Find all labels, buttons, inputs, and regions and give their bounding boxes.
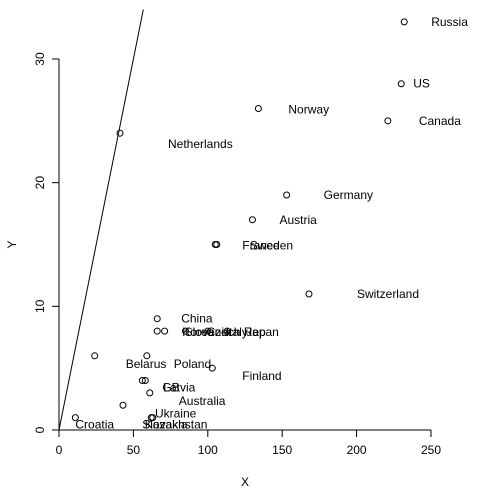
point-label: Switzerland (357, 287, 419, 301)
point-label: Russia (431, 15, 468, 29)
y-axis-ticks: 0 10 20 30 (33, 52, 59, 433)
data-point (208, 364, 216, 372)
point-label: Netherlands (168, 137, 233, 151)
y-tick-label: 20 (33, 176, 47, 190)
x-tick-label: 150 (272, 443, 292, 457)
data-point (397, 80, 405, 88)
data-point (400, 18, 408, 26)
point-label: Croatia (75, 418, 114, 432)
data-point (153, 327, 161, 335)
x-axis-ticks: 0 50 100 150 200 250 (56, 430, 441, 457)
point-label: Australia (179, 394, 226, 408)
point-label: Sweden (250, 239, 293, 253)
data-point (91, 352, 99, 360)
point-label: Italy (226, 325, 248, 339)
point-label: Poland (174, 357, 211, 371)
data-point (384, 117, 392, 125)
point-label: Canada (419, 114, 461, 128)
point-label: Finland (242, 369, 281, 383)
point-label: Czech Rep (206, 325, 266, 339)
x-axis-title: X (241, 475, 249, 489)
data-point (71, 414, 79, 422)
x-tick-label: 50 (127, 443, 141, 457)
data-point (161, 327, 169, 335)
point-label: France (242, 239, 280, 253)
x-tick-label: 100 (198, 443, 218, 457)
x-tick-label: 200 (347, 443, 367, 457)
y-tick-label: 0 (33, 426, 47, 433)
data-point (213, 241, 221, 248)
data-point (283, 191, 291, 199)
point-label: Norway (288, 102, 329, 116)
data-point (181, 327, 189, 335)
y-tick-label: 10 (33, 299, 47, 313)
data-point (119, 401, 127, 409)
y-tick-label: 30 (33, 52, 47, 66)
points-layer (71, 18, 408, 422)
data-point (149, 414, 157, 422)
point-label: GB (162, 381, 179, 395)
point-label: Kazakhstan (145, 418, 208, 432)
data-point (141, 377, 149, 385)
point-label: Korea (182, 325, 214, 339)
point-labels-layer: Russia US Canada Norway Netherlands Germany Au… (75, 15, 468, 432)
point-label: Latvia (163, 381, 195, 395)
point-label: Austria (279, 213, 317, 227)
data-point (223, 327, 231, 335)
point-label: Japan (246, 325, 279, 339)
point-label: Germany (324, 188, 373, 202)
point-label: US (413, 77, 430, 91)
reference-line (58, 9, 144, 431)
data-point (248, 216, 256, 224)
data-point (254, 104, 262, 112)
data-point (138, 377, 146, 385)
point-label: China (181, 312, 213, 326)
point-label: Slovakia (142, 418, 188, 432)
data-point (146, 389, 154, 397)
x-tick-label: 250 (421, 443, 441, 457)
point-label: Belarus (126, 357, 167, 371)
y-axis-title: Y (5, 240, 19, 248)
data-point (204, 327, 212, 335)
data-point (143, 352, 151, 360)
point-label: Ukraine (155, 406, 197, 420)
data-point (305, 290, 313, 298)
x-tick-label: 0 (56, 443, 63, 457)
point-label: Slovenia (185, 325, 231, 339)
data-point (153, 315, 161, 323)
data-point (116, 129, 124, 137)
